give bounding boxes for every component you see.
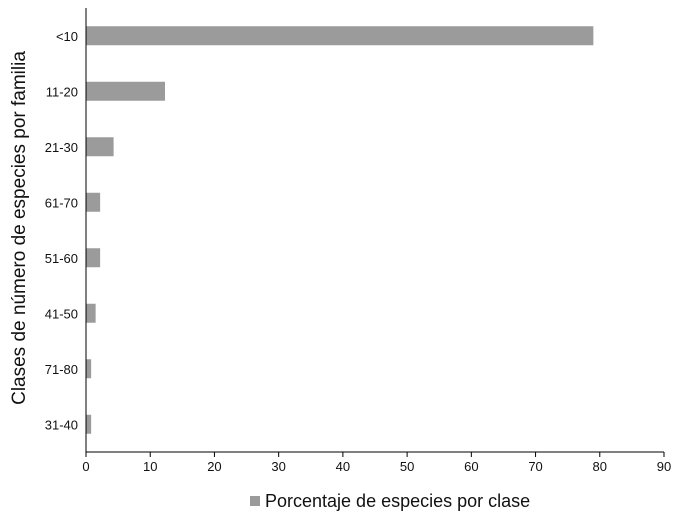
x-tick-label-2: 20 [207,459,221,474]
category-label-0: <10 [56,29,78,44]
x-tick-label-8: 80 [593,459,607,474]
legend: Porcentaje de especies por clase [250,491,530,511]
legend-swatch [250,496,260,506]
x-tick-label-4: 40 [336,459,350,474]
x-tick-label-1: 10 [143,459,157,474]
category-labels: <10 11-20 21-30 61-70 51-60 41-50 71-80 31-40 [45,29,78,433]
y-axis-title: Clases de número de especies por familia [9,51,30,405]
category-label-3: 61-70 [45,195,78,210]
bar-5 [86,303,96,323]
category-label-6: 71-80 [45,362,78,377]
bar-7 [86,414,92,434]
category-label-4: 51-60 [45,251,78,266]
bar-0 [86,26,594,46]
x-tick-label-0: 0 [82,459,89,474]
category-label-2: 21-30 [45,140,78,155]
category-label-7: 31-40 [45,417,78,432]
bar-6 [86,359,92,379]
legend-label: Porcentaje de especies por clase [265,491,530,511]
bar-1 [86,81,165,101]
bar-3 [86,192,101,212]
x-tick-label-5: 50 [400,459,414,474]
bars-group [86,26,594,434]
category-label-1: 11-20 [46,84,78,99]
x-tick-label-7: 70 [528,459,542,474]
x-tick-label-9: 90 [657,459,671,474]
category-label-5: 41-50 [45,306,78,321]
x-ticks: 0 10 20 30 40 50 60 70 80 90 [82,452,671,474]
x-tick-label-3: 30 [271,459,285,474]
x-tick-label-6: 60 [464,459,478,474]
bar-2 [86,137,114,157]
bar-4 [86,248,101,268]
